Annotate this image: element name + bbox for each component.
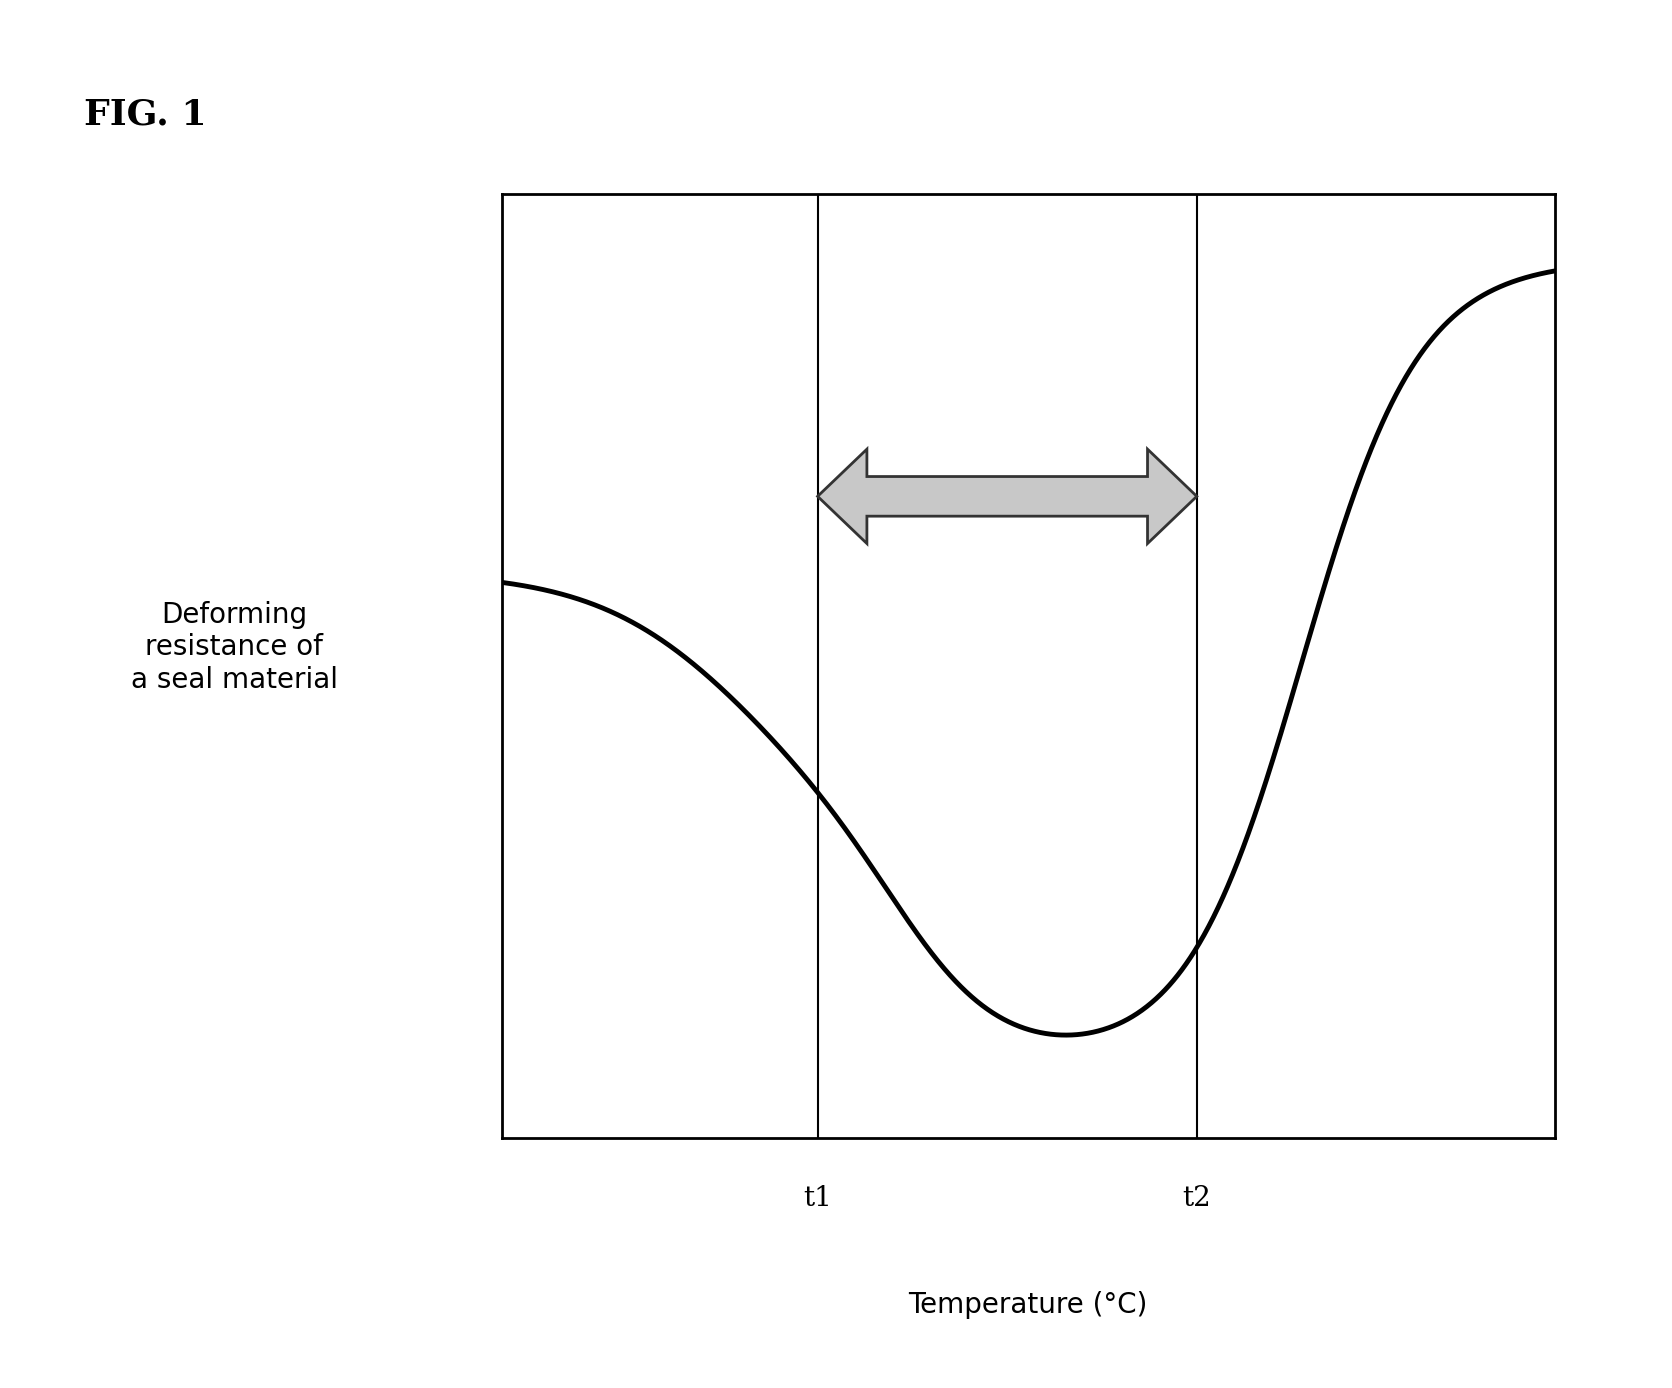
Text: FIG. 1: FIG. 1	[84, 97, 206, 130]
Text: Deforming
resistance of
a seal material: Deforming resistance of a seal material	[130, 601, 338, 694]
Text: Temperature (°C): Temperature (°C)	[908, 1291, 1149, 1319]
Text: t2: t2	[1182, 1185, 1211, 1212]
Text: t1: t1	[803, 1185, 833, 1212]
Polygon shape	[818, 450, 1197, 544]
